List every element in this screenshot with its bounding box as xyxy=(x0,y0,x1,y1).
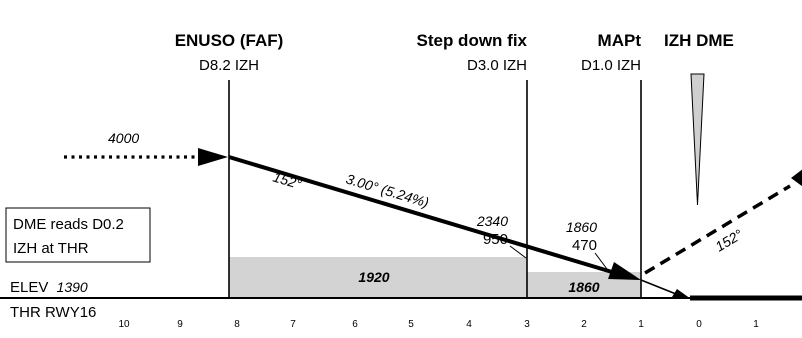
distance-tick: 1 xyxy=(753,319,759,330)
distance-tick: 4 xyxy=(466,319,472,330)
mapt-height: 470 xyxy=(572,237,597,254)
stepdown-altitude: 2340 xyxy=(476,213,508,229)
inbound-course-label: 152° xyxy=(271,169,304,193)
dme-note-box xyxy=(5,207,151,263)
oca-area-faf-to-stepdown xyxy=(229,257,527,298)
oca-value-segment1: 1920 xyxy=(358,269,389,285)
threshold-label: THR RWY16 xyxy=(10,304,96,321)
stepdown-fix-distance: D3.0 IZH xyxy=(467,57,527,74)
elevation-value: 1390 xyxy=(57,279,88,295)
elevation-prefix: ELEV xyxy=(10,279,48,296)
elevation-label: ELEV 1390 xyxy=(10,279,88,296)
missed-approach-dashed-line xyxy=(644,184,791,275)
distance-tick: 7 xyxy=(290,319,296,330)
faf-name: ENUSO (FAF) xyxy=(175,31,284,50)
mapt-altitude: 1860 xyxy=(566,219,597,235)
stepdown-height: 950 xyxy=(483,231,508,248)
faf-distance: D8.2 IZH xyxy=(199,57,259,74)
mapt-leader-line xyxy=(594,252,611,274)
distance-scale: 10 9 8 7 6 5 4 3 2 1 0 1 xyxy=(118,319,759,330)
oca-value-segment2: 1860 xyxy=(568,279,599,295)
distance-tick: 6 xyxy=(352,319,358,330)
missed-approach-arrowhead xyxy=(791,169,802,187)
mapt-name: MAPt xyxy=(598,31,642,50)
mapt-distance: D1.0 IZH xyxy=(581,57,641,74)
final-path-to-threshold xyxy=(640,279,677,295)
distance-tick: 2 xyxy=(581,319,587,330)
initial-approach-arrowhead xyxy=(198,148,228,166)
threshold-arrowhead xyxy=(672,289,691,299)
descent-arrowhead xyxy=(608,262,641,280)
descent-path xyxy=(228,155,613,274)
dme-station-name: IZH DME xyxy=(664,31,734,50)
distance-tick: 10 xyxy=(118,319,130,330)
distance-tick: 3 xyxy=(524,319,530,330)
initial-altitude-label: 4000 xyxy=(108,130,139,146)
distance-tick: 1 xyxy=(638,319,644,330)
dme-note-line2: IZH at THR xyxy=(13,240,89,257)
distance-tick: 8 xyxy=(234,319,240,330)
distance-tick: 5 xyxy=(408,319,414,330)
missed-course-label: 152° xyxy=(712,226,745,255)
stepdown-leader-line xyxy=(509,245,527,259)
distance-tick: 0 xyxy=(696,319,702,330)
stepdown-fix-name: Step down fix xyxy=(417,31,528,50)
dme-station-symbol xyxy=(690,73,705,206)
distance-tick: 9 xyxy=(177,319,183,330)
dme-note-line1: DME reads D0.2 xyxy=(13,216,124,233)
